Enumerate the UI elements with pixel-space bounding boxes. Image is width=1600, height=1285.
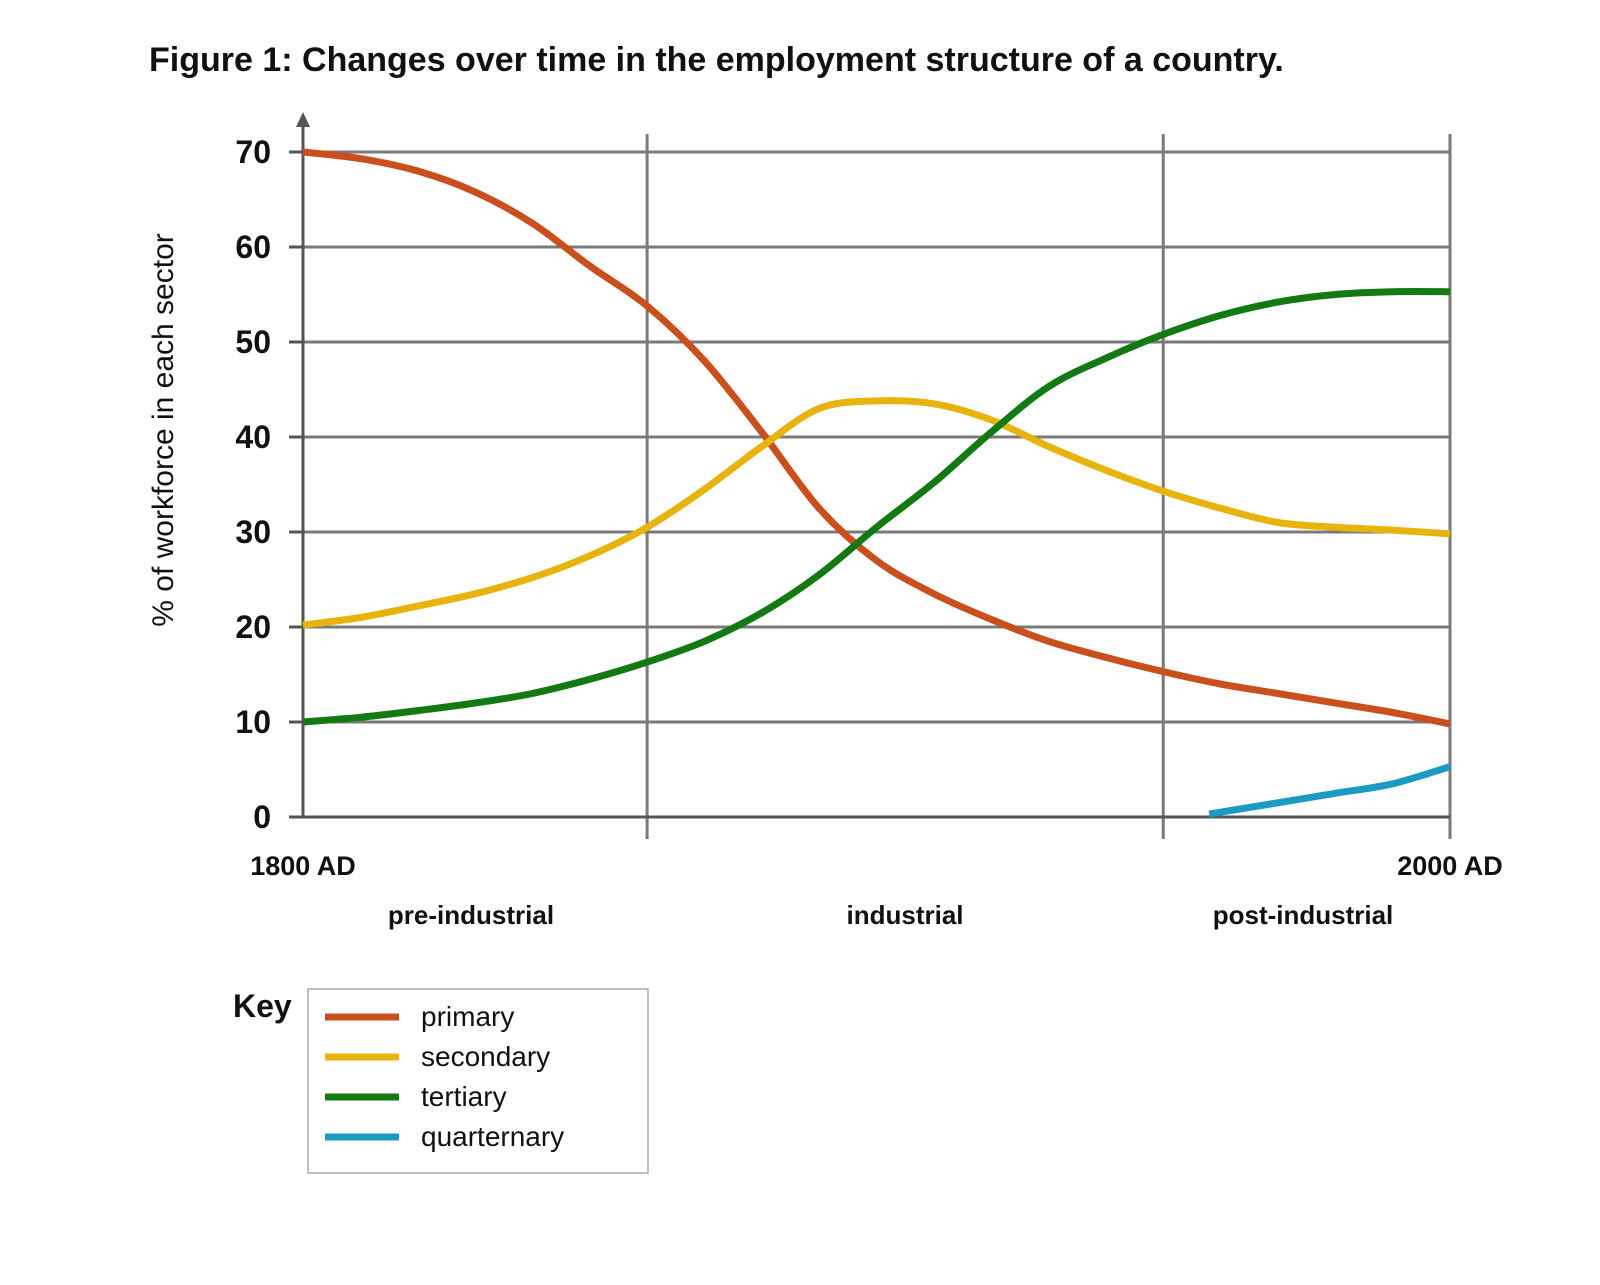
y-tick-label: 30 [235, 514, 271, 550]
series-line-tertiary [302, 287, 1451, 726]
phase-label-post-industrial: post-industrial [1213, 900, 1394, 930]
y-tick-label: 50 [235, 324, 271, 360]
legend-label-quarternary: quarternary [421, 1121, 564, 1152]
phase-label-industrial: industrial [846, 900, 963, 930]
y-tick-label: 60 [235, 229, 271, 265]
series-line-quarternary [1208, 763, 1452, 818]
legend-label-tertiary: tertiary [421, 1081, 507, 1112]
chart-title: Figure 1: Changes over time in the emplo… [149, 41, 1284, 79]
legend-title: Key [233, 988, 292, 1024]
series-line-secondary [302, 397, 1451, 629]
legend-label-primary: primary [421, 1001, 514, 1032]
phase-label-pre-industrial: pre-industrial [388, 900, 554, 930]
y-axis-label: % of workforce in each sector [147, 233, 180, 627]
y-tick-label: 70 [235, 134, 271, 170]
series-lines [302, 148, 1452, 818]
y-tick-label: 20 [235, 609, 271, 645]
grid-lines [303, 134, 1452, 839]
legend-items: primary secondary tertiary quarternary [325, 1001, 564, 1152]
y-tick-label: 0 [253, 799, 271, 835]
legend-box [307, 988, 649, 1174]
y-axis-arrow [296, 112, 310, 127]
x-tick-label-start: 1800 AD [250, 851, 356, 881]
legend-label-secondary: secondary [421, 1041, 550, 1072]
axes [289, 112, 1450, 819]
y-tick-label: 40 [235, 419, 271, 455]
y-tick-labels: 0 10 20 30 40 50 60 70 [235, 134, 303, 835]
y-tick-label: 10 [235, 704, 271, 740]
legend: Key primary secondary tertiary quarternary [233, 988, 649, 1174]
x-tick-label-end: 2000 AD [1397, 851, 1503, 881]
